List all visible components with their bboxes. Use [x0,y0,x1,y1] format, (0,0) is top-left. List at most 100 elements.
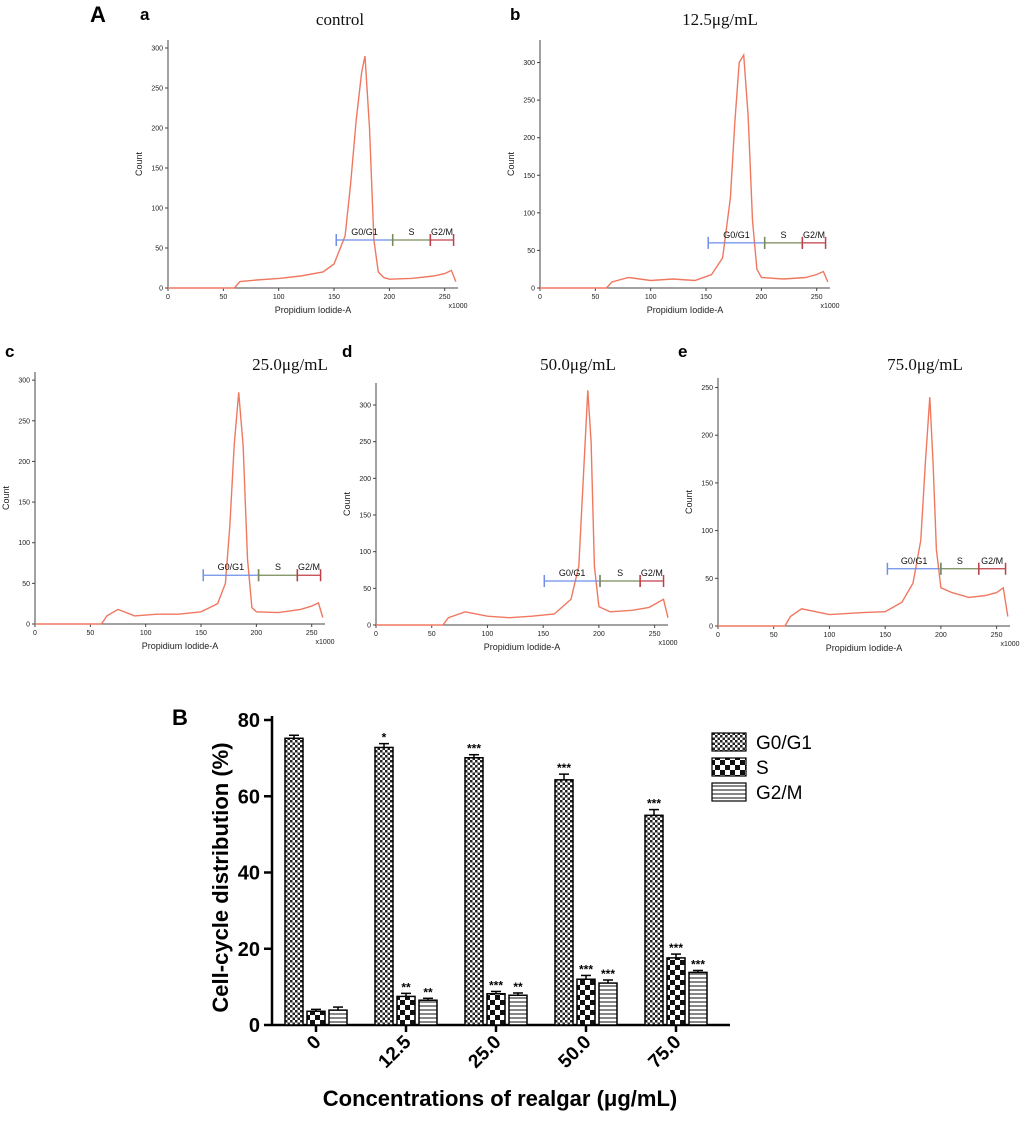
bar-s-75.0: *** [666,941,686,1026]
gate-g2m: G2/M [429,227,455,246]
legend-label: S [756,758,769,779]
gate-label: G0/G1 [351,227,378,237]
x-tick-label: 200 [251,630,263,637]
x-tick-label: 50 [591,294,599,301]
significance-stars: *** [489,978,503,992]
y-tick-label: 250 [151,86,163,93]
bar [688,971,708,1026]
x-multiplier: x1000 [1000,641,1019,648]
gate-label: G2/M [298,562,320,572]
y-tick-label: 50 [363,586,371,593]
bar-g2m-50.0: *** [598,967,618,1026]
histogram-75-0: 0 50 100 150 200 250 0 50 100 150 200 250 x1000 Propi… [678,342,1020,653]
x-tick-label: 0 [538,294,542,301]
gate-label: S [409,227,415,237]
panel-a-label: A [90,2,106,27]
gate-s: S [763,230,804,249]
x-axis-label: Propidium Iodide-A [142,641,219,651]
gate-g0g1: G0/G1 [202,562,260,582]
y-axis-label: Count [134,152,144,177]
legend-swatch [711,782,747,802]
y-tick-label: 0 [249,1015,260,1037]
x-multiplier: x1000 [448,303,467,310]
gate-s: S [940,556,980,575]
bar-g2m-25.0: ** [508,980,528,1026]
y-tick-label: 80 [238,710,260,732]
bar [508,994,528,1026]
bar [284,737,304,1026]
y-tick-label: 300 [359,403,371,410]
x-tick-label: 250 [991,632,1003,639]
bar-s-0 [306,1008,326,1026]
significance-stars: *** [601,967,615,981]
gate-label: G2/M [641,568,663,578]
legend-swatch [711,757,747,777]
x-tick-label: 100 [645,294,657,301]
panel-title: 12.5μg/mL [682,10,758,29]
y-tick-label: 0 [26,622,30,629]
histogram-line [35,392,324,625]
x-tick-label: 150 [195,630,207,637]
x-axis-label: Propidium Iodide-A [275,305,352,315]
gate-label: G0/G1 [218,562,245,572]
y-tick-label: 200 [523,135,535,142]
y-tick-label: 0 [367,623,371,630]
panel-letter: b [510,5,520,24]
bar-g0g1-0 [284,734,304,1026]
gate-s: S [391,227,432,246]
y-tick-label: 50 [705,576,713,583]
bar [328,1009,348,1026]
gate-label: G2/M [803,230,825,240]
panel-title: 75.0μg/mL [887,355,963,374]
x-tick-label: 50.0 [555,1032,596,1073]
gate-g0g1: G0/G1 [886,556,942,575]
gate-g2m: G2/M [801,230,827,249]
y-tick-label: 200 [18,459,30,466]
x-tick-label: 50 [86,630,94,637]
y-tick-label: 200 [701,433,713,440]
x-axis-label: Concentrations of realgar (μg/mL) [323,1086,678,1111]
gate-label: G2/M [981,556,1003,566]
y-tick-label: 250 [359,439,371,446]
significance-stars: ** [513,980,523,994]
legend-label: G2/M [756,783,802,804]
y-axis-label: Count [684,490,694,515]
y-tick-label: 100 [701,528,713,535]
x-axis-label: Propidium Iodide-A [647,305,724,315]
x-tick-label: 150 [328,294,340,301]
legend-item: G0/G1 [711,732,812,754]
bar-g0g1-75.0: *** [644,797,664,1026]
y-tick-label: 0 [159,286,163,293]
bar [576,978,596,1026]
gate-g0g1: G0/G1 [707,230,766,249]
x-tick-label: 12.5 [375,1031,416,1072]
bar [418,999,438,1026]
x-tick-label: 50 [428,631,436,638]
bar [554,779,574,1026]
significance-stars: *** [647,797,661,811]
y-tick-label: 300 [523,60,535,67]
x-tick-label: 250 [649,631,661,638]
y-tick-label: 200 [359,476,371,483]
gate-g2m: G2/M [639,568,665,587]
x-tick-label: 150 [879,632,891,639]
y-tick-label: 300 [18,378,30,385]
panel-letter: e [678,342,687,361]
y-tick-label: 150 [18,500,30,507]
y-tick-label: 150 [523,173,535,180]
gate-s: S [257,562,299,582]
x-tick-label: 25.0 [465,1032,506,1073]
x-tick-label: 250 [439,294,451,301]
y-tick-label: 60 [238,786,260,808]
histogram-line [540,52,829,289]
significance-stars: * [382,731,387,745]
x-tick-label: 200 [384,294,396,301]
gate-label: S [275,562,281,572]
panel-title: control [316,10,364,29]
bar [396,995,416,1026]
bar [486,992,506,1026]
gate-label: G0/G1 [559,568,586,578]
histogram-line [168,55,457,289]
x-multiplier: x1000 [658,640,677,647]
y-tick-label: 250 [18,418,30,425]
